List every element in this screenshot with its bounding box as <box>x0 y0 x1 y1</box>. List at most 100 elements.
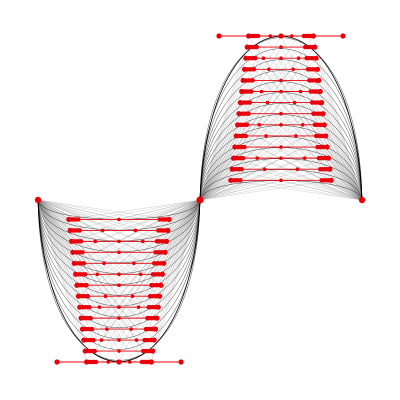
fan-line <box>233 157 363 201</box>
control-point <box>313 133 319 139</box>
control-point <box>279 145 283 149</box>
control-point <box>250 78 255 83</box>
control-point <box>249 89 254 94</box>
control-point <box>128 360 132 364</box>
control-point <box>149 283 154 288</box>
control-point <box>85 294 91 299</box>
fan-line <box>140 199 201 275</box>
control-point <box>304 56 309 61</box>
fan-line <box>37 199 136 363</box>
control-point <box>315 144 320 150</box>
fan-line <box>280 169 363 201</box>
fan-line <box>83 199 201 341</box>
fan-line <box>80 199 201 319</box>
control-point <box>312 122 317 128</box>
fan-line <box>37 199 140 297</box>
control-point <box>138 272 143 277</box>
fan-line <box>280 80 363 201</box>
control-point <box>178 359 184 365</box>
fan-line <box>37 199 159 308</box>
fan-line <box>97 199 201 286</box>
fan-line <box>245 58 363 201</box>
fan-line <box>199 180 332 201</box>
control-point <box>302 44 308 50</box>
control-point <box>157 217 162 222</box>
fan-line <box>237 124 363 201</box>
control-point <box>87 304 92 310</box>
control-point <box>146 304 151 310</box>
control-point <box>116 359 122 365</box>
control-point <box>97 305 102 309</box>
control-point <box>296 56 301 61</box>
control-point <box>261 56 266 61</box>
control-point <box>291 67 295 72</box>
fan-line <box>199 35 282 201</box>
control-point <box>117 316 121 320</box>
control-point <box>142 337 147 343</box>
fan-line <box>37 199 139 319</box>
fan-line <box>37 199 163 275</box>
junction-point <box>196 196 204 204</box>
control-point <box>290 34 294 38</box>
control-point <box>77 228 82 233</box>
control-point <box>242 144 247 150</box>
control-point <box>240 155 246 161</box>
fan-line <box>261 80 363 201</box>
control-point <box>294 134 298 138</box>
fan-line <box>95 199 201 242</box>
control-point <box>302 156 307 160</box>
control-point <box>268 34 273 38</box>
fan-line <box>93 199 201 220</box>
control-point <box>117 250 121 255</box>
control-point <box>140 348 146 354</box>
control-point <box>94 359 99 365</box>
control-point <box>99 338 104 342</box>
fan-line <box>199 113 303 201</box>
fan-line <box>37 199 103 352</box>
control-point <box>301 33 306 39</box>
control-point <box>298 89 303 94</box>
control-point <box>340 33 346 39</box>
control-point <box>307 78 312 83</box>
fan-line <box>313 35 363 201</box>
control-point <box>247 100 253 105</box>
control-point <box>76 217 81 222</box>
fan-line <box>37 199 145 220</box>
fan-line <box>199 47 248 201</box>
control-point <box>117 217 121 222</box>
fan-line <box>199 157 329 201</box>
control-point <box>140 239 145 244</box>
control-points <box>34 33 366 365</box>
fan-line <box>37 199 155 341</box>
fan-line <box>99 199 201 319</box>
control-point <box>83 272 88 277</box>
fan-line <box>70 199 201 231</box>
fan-line <box>199 169 330 201</box>
fan-line <box>260 102 363 201</box>
control-point <box>92 348 98 354</box>
fan-line <box>257 157 363 201</box>
fan-line <box>37 199 94 220</box>
control-point <box>117 338 121 342</box>
endpoint <box>358 196 366 204</box>
fan-line <box>315 58 363 201</box>
fan-line <box>135 199 201 352</box>
control-point <box>130 294 135 299</box>
control-point <box>95 272 100 277</box>
fan-line <box>199 169 306 201</box>
fan-line <box>98 199 201 297</box>
fan-line <box>37 199 168 231</box>
fan-line <box>37 199 158 319</box>
control-point <box>245 122 250 128</box>
fan-line <box>151 199 201 363</box>
fan-line <box>242 80 363 201</box>
fan-line <box>230 180 363 201</box>
fan-line <box>199 169 282 201</box>
control-point <box>265 100 270 105</box>
control-point <box>84 283 89 288</box>
control-point <box>279 45 283 49</box>
fan-line <box>68 199 201 220</box>
control-point <box>117 283 121 288</box>
fan-line <box>241 91 363 201</box>
